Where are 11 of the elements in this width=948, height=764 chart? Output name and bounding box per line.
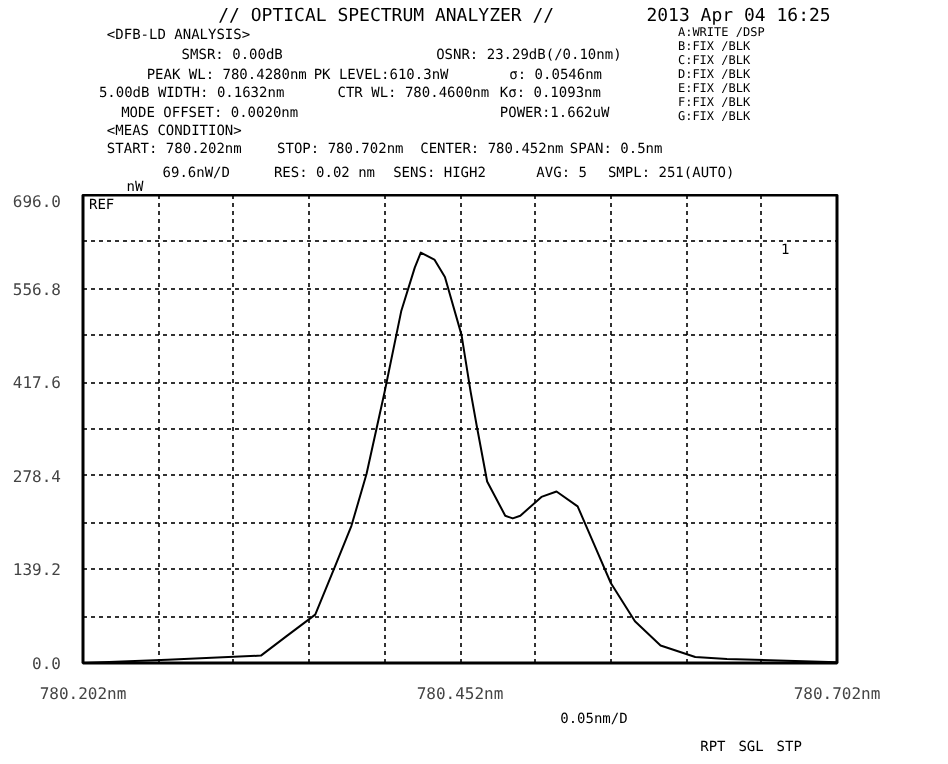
chart-subtitle: 2013 Apr 04 16:25: [646, 7, 831, 27]
y-tick-label: 556.8: [12, 280, 62, 299]
chart-title: // OPTICAL SPECTRUM ANALYZER //: [218, 7, 555, 27]
y-tick-label: 696.0: [12, 193, 62, 211]
y-tick-label: 417.6: [12, 374, 62, 393]
y-tick-label: 278.4: [12, 467, 62, 486]
x-tick-label: 780.452nm: [416, 685, 504, 703]
x-tick-label: 780.202nm: [39, 685, 127, 703]
y-tick-label: 0.0: [32, 655, 62, 673]
y-tick-label: 139.2: [12, 561, 62, 580]
x-tick-label: 780.702nm: [793, 685, 881, 703]
